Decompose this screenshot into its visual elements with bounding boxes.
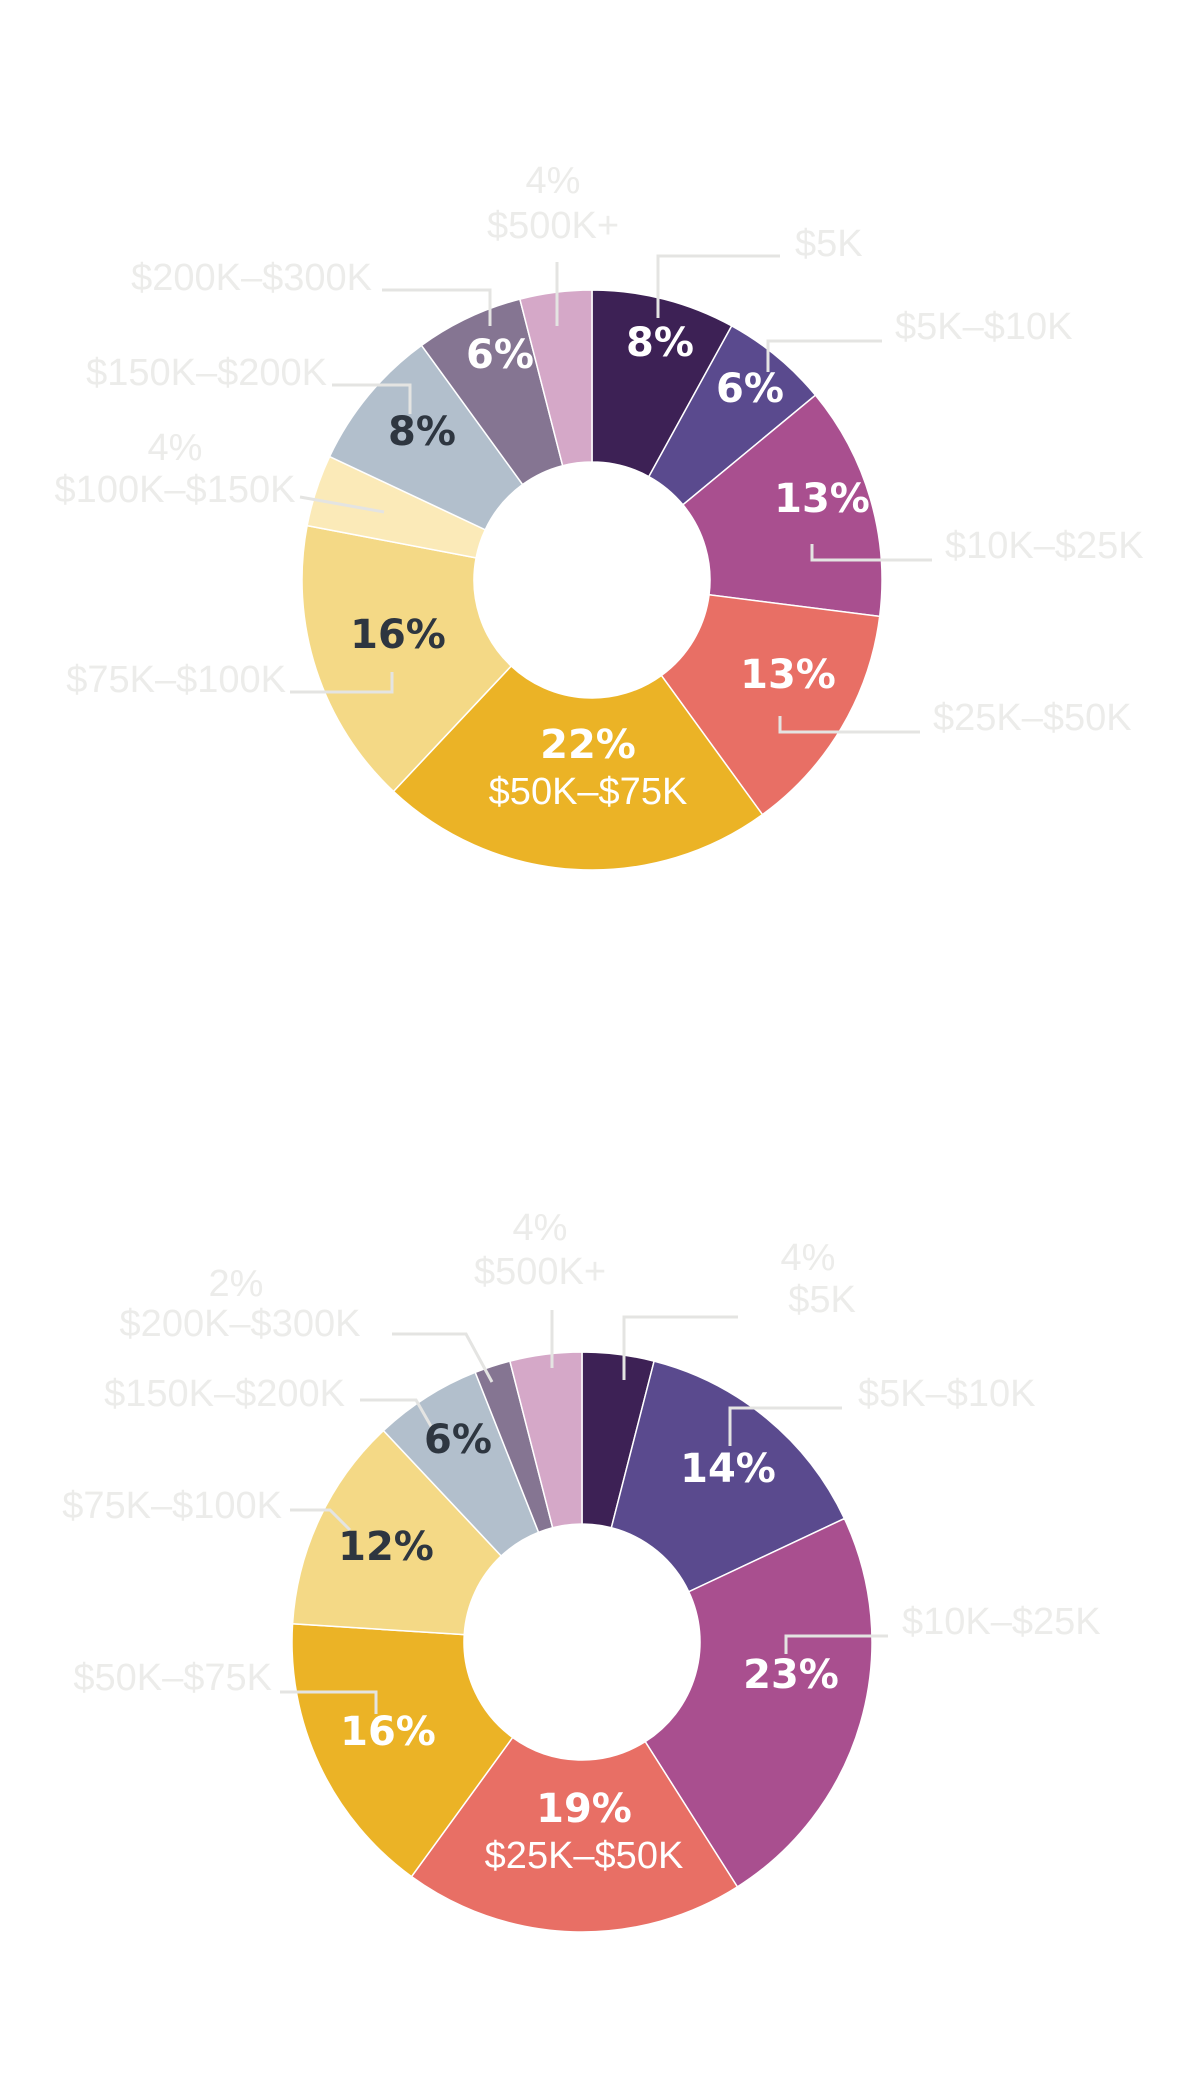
- leader-line-100k_150k: [299, 495, 385, 514]
- slice-500k_plus: [508, 1351, 583, 1529]
- external-range-label-50k_75k: $50K–$75K: [73, 1657, 272, 1699]
- slice-range-label-50k_75k: $50K–$75K: [489, 771, 688, 813]
- slice-pct-label-10k_25k: 13%: [774, 476, 870, 522]
- slice-pct-label-25k_50k: 19%: [536, 1786, 632, 1832]
- external-range-label-150k_200k: $150K–$200K: [86, 352, 327, 394]
- leader-lines: [290, 254, 932, 734]
- external-range-label-500k_plus: $500K+: [487, 205, 619, 247]
- leader-line-5k_10k: [766, 339, 882, 372]
- slice-pct-label-10k_25k: 23%: [743, 1652, 839, 1698]
- leader-line-150k_200k: [360, 1398, 434, 1429]
- external-range-label-5k_10k: $5K–$10K: [895, 306, 1073, 348]
- external-pct-label-500k_plus: 4%: [513, 1207, 568, 1249]
- slice-pct-label-75k_100k: 12%: [338, 1524, 434, 1570]
- external-range-label-150k_200k: $150K–$200K: [104, 1373, 345, 1415]
- leader-line-10k_25k: [784, 1634, 888, 1654]
- leader-line-150k_200k: [332, 383, 412, 414]
- slice-25k_50k: [660, 593, 881, 816]
- external-range-label-10k_25k: $10K–$25K: [902, 1601, 1101, 1643]
- leader-line-25k_50k: [778, 716, 920, 734]
- slice-pct-label-5k_10k: 14%: [680, 1446, 776, 1492]
- slice-10k_25k: [644, 1517, 873, 1888]
- leader-line-10k_25k: [810, 544, 932, 562]
- external-range-label-5k_10k: $5K–$10K: [858, 1373, 1036, 1415]
- leader-line-200k_300k: [392, 1332, 494, 1383]
- external-pct-label-500k_plus: 4%: [526, 160, 581, 202]
- labels: 4%$5K14%$5K–$10K23%$10K–$25K19%$25K–$50K…: [62, 1207, 1100, 1877]
- slice-range-label-25k_50k: $25K–$50K: [485, 1835, 684, 1877]
- leader-line-50k_75k: [280, 1690, 378, 1714]
- slice-pct-label-150k_200k: 8%: [388, 409, 456, 455]
- external-pct-label-100k_150k: 4%: [148, 427, 203, 469]
- slices: [291, 1351, 873, 1933]
- slice-pct-label-25k_50k: 13%: [740, 652, 836, 698]
- external-range-label-100k_150k: $100K–$150K: [55, 469, 296, 511]
- slice-5k_10k: [610, 1360, 846, 1593]
- slice-75k_100k: [301, 524, 513, 793]
- donut-chart-2: 4%$5K14%$5K–$10K23%$10K–$25K19%$25K–$50K…: [62, 1207, 1101, 1933]
- external-range-label-10k_25k: $10K–$25K: [945, 525, 1144, 567]
- slice-pct-label-50k_75k: 16%: [340, 1709, 436, 1755]
- slice-500k_plus: [518, 289, 593, 467]
- slice-25k_50k: [410, 1736, 739, 1933]
- donut-chart-1: 8% $5K 6% $5K–$10K 13% $10K–$25K 13% $25K–$50K 2…: [55, 160, 1144, 871]
- leader-line-200k_300k: [382, 288, 492, 326]
- leader-lines: [280, 1310, 888, 1714]
- leader-line-under_5k: [656, 254, 780, 318]
- leader-line-5k_10k: [728, 1406, 842, 1446]
- slice-pct-label-5k_10k: 6%: [716, 366, 784, 412]
- slice-50k_75k: [291, 1622, 514, 1878]
- external-range-label-500k_plus: $500K+: [474, 1251, 606, 1293]
- external-range-label-200k_300k: $200K–$300K: [120, 1303, 361, 1345]
- slice-pct-label-200k_300k: 6%: [466, 332, 534, 378]
- slice-50k_75k: [392, 664, 764, 871]
- external-range-label-under_5k: $5K: [795, 223, 863, 265]
- slice-pct-label-150k_200k: 6%: [424, 1417, 492, 1463]
- leader-line-75k_100k: [290, 1508, 352, 1532]
- slice-pct-label-75k_100k: 16%: [350, 612, 446, 658]
- slice-pct-label-50k_75k: 22%: [540, 722, 636, 768]
- leader-line-under_5k: [622, 1315, 738, 1380]
- external-range-label-75k_100k: $75K–$100K: [66, 659, 286, 701]
- leader-line-75k_100k: [290, 672, 394, 694]
- external-pct-label-under_5k: 4%: [781, 1237, 836, 1279]
- labels: 8% $5K 6% $5K–$10K 13% $10K–$25K 13% $25K–$50K 2…: [55, 160, 1144, 813]
- external-range-label-25k_50k: $25K–$50K: [933, 697, 1132, 739]
- external-range-label-75k_100k: $75K–$100K: [62, 1485, 282, 1527]
- external-range-label-under_5k: $5K: [788, 1279, 856, 1321]
- slice-75k_100k: [291, 1429, 503, 1636]
- external-pct-label-200k_300k: 2%: [209, 1263, 264, 1305]
- slice-pct-label-under_5k: 8%: [626, 320, 694, 366]
- external-range-label-200k_300k: $200K–$300K: [131, 257, 372, 299]
